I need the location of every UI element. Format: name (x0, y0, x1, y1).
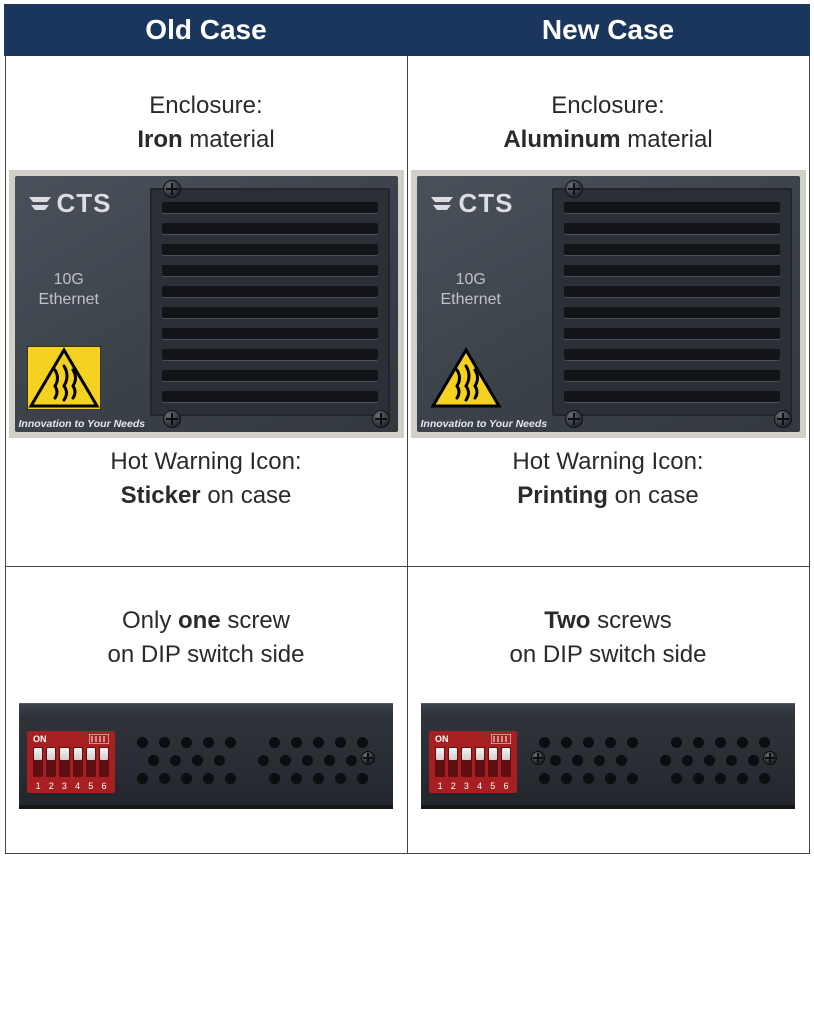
logo-new: CTS (429, 188, 514, 219)
dip-switch-old: ON 123456 (27, 731, 115, 793)
tagline-new: Innovation to Your Needs (421, 418, 548, 430)
enclosure-value-new: Aluminum material (418, 126, 799, 154)
screw-icon (163, 410, 181, 428)
cell-row1-new: Enclosure: Aluminum material CTS (407, 55, 809, 567)
enclosure-label-old: Enclosure: (16, 92, 397, 120)
screw-line2-old: on DIP switch side (16, 641, 397, 669)
vent-holes-old (137, 737, 379, 785)
side-screw-icon (531, 751, 545, 765)
dip-off-icon (89, 734, 109, 744)
vent-panel-old (150, 188, 390, 416)
enclosure-bold-old: Iron (137, 126, 182, 153)
side-screw-icon (361, 751, 375, 765)
side-screw-icon (763, 751, 777, 765)
hot-warning-icon-new (429, 346, 503, 410)
device-front-old: CTS 10GEthernet Innovation to Your Needs (9, 170, 404, 438)
header-old: Old Case (5, 5, 407, 55)
cell-row2-new: Two screws on DIP switch side ON 123456 (407, 567, 809, 854)
vent-panel-new (552, 188, 792, 416)
device-side-old: ON 123456 (13, 703, 399, 809)
dip-on-label: ON (33, 734, 47, 744)
hoticon-label-new: Hot Warning Icon: (418, 448, 799, 476)
cell-row1-old: Enclosure: Iron material CTS (5, 55, 407, 567)
hoticon-label-old: Hot Warning Icon: (16, 448, 397, 476)
label-10g-new: 10GEthernet (441, 270, 501, 310)
vent-holes-new (539, 737, 781, 785)
enclosure-rest-old: material (183, 126, 275, 153)
device-front-new: CTS 10GEthernet Innovation to Your Needs (411, 170, 806, 438)
screw-icon (774, 410, 792, 428)
tagline-old: Innovation to Your Needs (19, 418, 146, 430)
device-side-new: ON 123456 (415, 703, 801, 809)
comparison-table: Old Case New Case Enclosure: Iron materi… (4, 4, 810, 854)
cell-row2-old: Only one screw on DIP switch side ON 123… (5, 567, 407, 854)
dip-off-icon (491, 734, 511, 744)
hoticon-value-old: Sticker on case (16, 482, 397, 510)
logo-icon (429, 195, 455, 213)
enclosure-value-old: Iron material (16, 126, 397, 154)
label-10g-old: 10GEthernet (39, 270, 99, 310)
screw-line1-new: Two screws (418, 607, 799, 635)
hot-warning-icon-old (27, 346, 101, 410)
enclosure-label-new: Enclosure: (418, 92, 799, 120)
screw-icon (565, 180, 583, 198)
screw-line1-old: Only one screw (16, 607, 397, 635)
logo-icon (27, 195, 53, 213)
logo-text-old: CTS (57, 188, 112, 219)
screw-icon (372, 410, 390, 428)
screw-icon (565, 410, 583, 428)
hoticon-value-new: Printing on case (418, 482, 799, 510)
header-new: New Case (407, 5, 809, 55)
screw-icon (163, 180, 181, 198)
screw-line2-new: on DIP switch side (418, 641, 799, 669)
dip-switch-new: ON 123456 (429, 731, 517, 793)
logo-old: CTS (27, 188, 112, 219)
dip-on-label: ON (435, 734, 449, 744)
